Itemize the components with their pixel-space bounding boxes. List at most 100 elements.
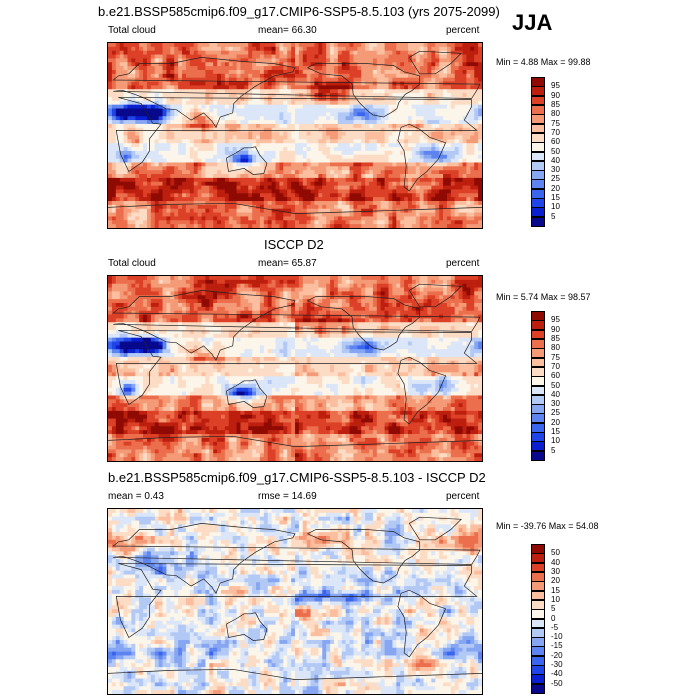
map-cell: [240, 116, 245, 121]
map-cell: [369, 189, 374, 194]
map-cell: [256, 62, 261, 67]
map-cell: [431, 197, 436, 202]
map-cell: [419, 104, 425, 110]
map-cell: [135, 154, 140, 160]
map-cell: [240, 279, 245, 285]
map-cell: [427, 131, 432, 137]
map-cell: [205, 170, 210, 175]
map-cell: [248, 181, 253, 187]
map-cell: [252, 127, 257, 133]
map-cell: [182, 216, 187, 221]
map-cell: [365, 127, 370, 133]
map-cell: [228, 108, 234, 113]
map-cell: [295, 73, 300, 79]
map-cell: [322, 96, 327, 102]
map-cell: [170, 135, 175, 140]
map-cell: [275, 189, 281, 194]
map-cell: [174, 189, 179, 194]
map-cell: [143, 100, 148, 106]
map-cell: [275, 112, 281, 117]
map-cell: [259, 54, 265, 60]
map-cell: [143, 66, 148, 71]
map-cell: [252, 220, 257, 225]
map-cell: [404, 170, 409, 175]
map-cell: [263, 204, 269, 210]
map-cell: [376, 189, 382, 194]
map-cell: [474, 93, 479, 98]
map-cell: [271, 50, 277, 56]
map-cell: [369, 135, 374, 140]
map-cell: [154, 139, 160, 144]
map-cell: [166, 50, 171, 56]
map-cell: [446, 89, 452, 94]
map-cell: [330, 276, 335, 281]
map-cell: [143, 220, 148, 225]
map-cell: [143, 131, 148, 137]
map-cell: [252, 162, 257, 167]
map-cell: [388, 174, 393, 179]
map-cell: [201, 43, 206, 48]
map-cell: [205, 73, 210, 79]
map-cell: [357, 204, 362, 210]
map-cell: [248, 174, 253, 179]
map-cell: [400, 77, 405, 83]
map-cell: [135, 158, 140, 164]
map-cell: [256, 276, 261, 281]
map-cell: [224, 69, 230, 75]
map-cell: [306, 154, 312, 160]
map-cell: [220, 287, 226, 293]
map-cell: [146, 116, 152, 121]
map-cell: [178, 73, 183, 79]
map-cell: [443, 54, 448, 60]
map-cell: [423, 158, 429, 164]
map-cell: [302, 66, 308, 71]
map-cell: [407, 108, 413, 113]
map-cell: [263, 158, 269, 164]
map-cell: [404, 208, 409, 214]
map-cell: [232, 89, 238, 94]
map-cell: [400, 62, 405, 67]
map-cell: [127, 58, 132, 63]
map-cell: [197, 123, 203, 129]
map-cell: [345, 116, 351, 121]
map-cell: [217, 283, 222, 289]
map-cell: [415, 104, 421, 110]
map-cell: [146, 112, 152, 117]
map-cell: [166, 279, 171, 285]
map-cell: [361, 224, 366, 228]
map-cell: [240, 224, 245, 228]
map-cell: [236, 216, 242, 221]
map-cell: [232, 162, 238, 167]
map-cell: [322, 220, 327, 225]
map-cell: [143, 46, 148, 52]
map-cell: [224, 89, 230, 94]
map-cell: [295, 46, 300, 52]
map-cell: [220, 131, 226, 137]
map-cell: [197, 166, 203, 171]
map-cell: [115, 181, 121, 187]
map-cell: [337, 120, 343, 125]
map-cell: [185, 96, 191, 102]
map-cell: [439, 77, 444, 83]
map-cell: [209, 220, 214, 225]
map-cell: [466, 212, 471, 218]
map-cell: [131, 162, 136, 167]
map-cell: [213, 81, 218, 86]
map-cell: [361, 50, 366, 56]
map-cell: [345, 193, 351, 198]
map-cell: [333, 120, 339, 125]
map-cell: [283, 81, 288, 86]
map-cell: [123, 170, 129, 175]
map-cell: [209, 166, 214, 171]
map-cell: [150, 139, 156, 144]
map-cell: [330, 150, 335, 156]
map-cell: [123, 181, 129, 187]
map-cell: [431, 89, 436, 94]
map-cell: [372, 143, 378, 148]
map-cell: [474, 189, 479, 194]
map-cell: [213, 139, 218, 144]
map-cell: [435, 58, 440, 63]
map-cell: [443, 108, 448, 113]
map-cell: [431, 224, 436, 228]
map-cell: [411, 220, 417, 225]
